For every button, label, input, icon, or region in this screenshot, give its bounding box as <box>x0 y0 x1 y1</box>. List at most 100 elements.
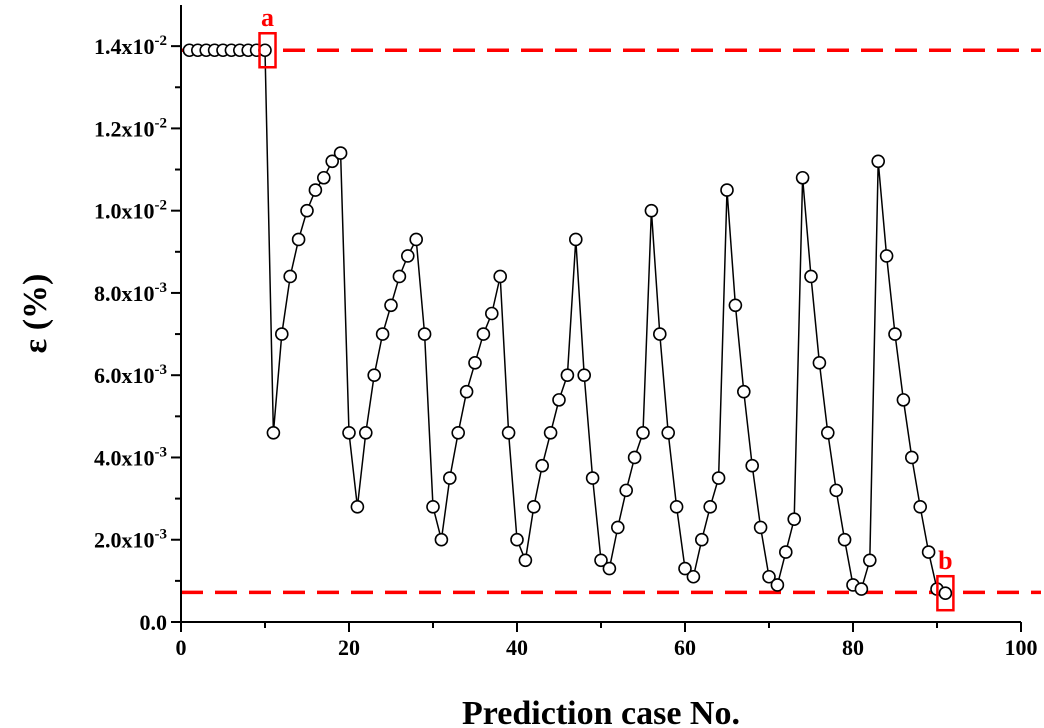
x-tick-label: 40 <box>506 635 528 660</box>
data-point <box>358 425 373 440</box>
data-point <box>451 425 466 440</box>
data-point <box>627 450 642 465</box>
y-tick-label: 0.0 <box>140 610 168 635</box>
annotation-box-a <box>258 31 277 69</box>
y-tick-label: 1.4x10-2 <box>94 33 167 59</box>
data-point <box>526 500 541 514</box>
data-point <box>316 170 331 185</box>
data-point <box>879 249 894 263</box>
data-point <box>644 203 659 218</box>
data-point <box>434 532 449 547</box>
annotation-box-b <box>936 574 955 612</box>
data-point <box>728 298 743 313</box>
y-tick-label: 6.0x10-3 <box>94 362 167 388</box>
data-point <box>510 532 524 547</box>
data-point <box>468 356 482 370</box>
x-tick-label: 80 <box>842 635 864 660</box>
annotation-label-b: b <box>938 546 952 575</box>
data-point <box>913 500 928 514</box>
data-point <box>476 327 491 341</box>
axes: 0 20 40 60 80 100 0.0 2.0x10-3 4.0x10-3 6.0x10-3 8… <box>94 5 1038 660</box>
data-point <box>787 512 802 526</box>
series-line <box>189 49 946 594</box>
data-point <box>871 154 886 169</box>
data-point <box>333 146 348 160</box>
data-point <box>518 553 533 568</box>
data-point <box>862 553 877 568</box>
data-point <box>720 183 734 197</box>
data-point <box>384 298 398 313</box>
y-tick-label: 4.0x10-3 <box>94 444 167 470</box>
data-point <box>426 500 440 514</box>
data-point <box>829 483 844 498</box>
data-point <box>417 327 432 341</box>
data-point <box>938 586 953 601</box>
data-point <box>652 327 667 341</box>
data-point <box>837 532 852 547</box>
data-point <box>535 458 550 473</box>
data-point <box>619 483 634 498</box>
data-point <box>686 569 701 584</box>
data-point <box>493 269 508 284</box>
series-line-group <box>189 49 946 594</box>
data-point <box>804 269 818 284</box>
reference-lines <box>181 48 1041 595</box>
data-point <box>812 356 827 370</box>
annotation-label-a: a <box>261 3 274 32</box>
data-point <box>300 203 314 218</box>
y-tick-label: 1.0x10-2 <box>94 198 167 224</box>
x-axis-title: Prediction case No. <box>462 695 740 728</box>
y-tick-label: 8.0x10-3 <box>94 280 167 306</box>
x-tick-label: 60 <box>674 635 696 660</box>
x-tick-label: 100 <box>1005 635 1038 660</box>
data-point <box>795 170 810 185</box>
data-point <box>636 425 650 440</box>
data-point <box>669 500 684 514</box>
data-point <box>325 154 340 169</box>
data-point <box>678 561 692 576</box>
data-point <box>770 578 785 592</box>
data-point <box>459 384 474 399</box>
data-point <box>442 471 457 485</box>
data-point <box>350 500 365 514</box>
data-point <box>577 368 592 383</box>
data-point <box>552 393 566 407</box>
data-point <box>762 569 776 584</box>
data-point <box>896 393 911 407</box>
data-point <box>694 532 709 547</box>
data-point <box>568 232 583 247</box>
data-point <box>375 327 390 341</box>
data-point <box>274 327 289 341</box>
data-point <box>501 425 516 440</box>
data-point <box>543 425 558 440</box>
y-axis-title: ε (%) <box>17 274 54 354</box>
data-point <box>594 553 608 568</box>
data-point <box>367 368 382 383</box>
y-tick-label: 2.0x10-3 <box>94 527 167 553</box>
data-point <box>736 384 751 399</box>
data-point <box>342 425 356 440</box>
data-point <box>820 425 835 440</box>
x-tick-label: 0 <box>176 635 187 660</box>
data-point <box>888 327 902 341</box>
data-point <box>560 368 575 383</box>
data-point <box>400 249 415 263</box>
data-point <box>291 232 306 247</box>
data-point <box>484 306 499 321</box>
data-point <box>711 471 726 485</box>
data-point <box>392 269 407 284</box>
data-point <box>921 545 936 559</box>
data-point <box>610 520 625 535</box>
data-point <box>585 471 600 485</box>
data-point <box>745 458 760 473</box>
data-point <box>308 183 323 197</box>
data-point <box>778 545 793 559</box>
data-point <box>409 232 424 247</box>
x-tick-label: 20 <box>338 635 360 660</box>
data-point <box>283 269 298 284</box>
data-point <box>602 561 617 576</box>
data-point <box>258 43 272 58</box>
data-point <box>661 425 676 440</box>
data-point <box>753 520 768 535</box>
